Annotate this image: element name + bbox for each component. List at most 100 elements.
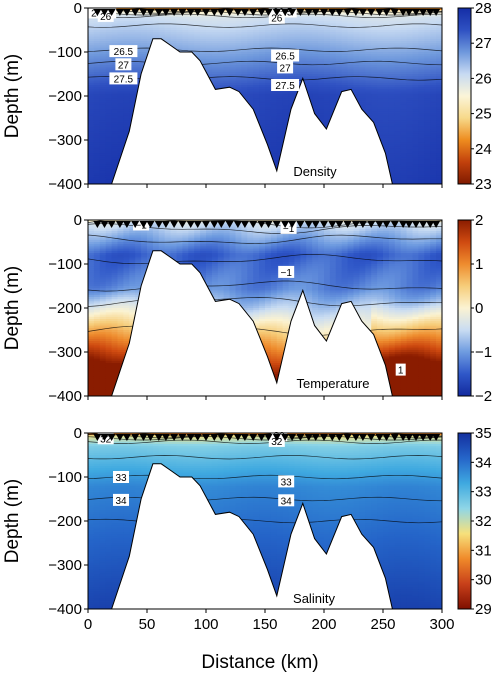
heatmap-cell [194,30,201,33]
heatmap-cell [388,49,396,53]
heatmap-cell [412,122,419,126]
heatmap-cell [105,65,113,68]
heatmap-cell [359,41,366,44]
heatmap-cell [436,153,442,156]
heatmap-cell [388,34,396,38]
heatmap-cell [88,67,95,71]
heatmap-cell [105,41,113,44]
heatmap-cell [418,109,425,112]
heatmap-cell [430,60,437,64]
heatmap-cell [105,100,113,104]
heatmap-cell [359,19,366,22]
heatmap-cell [111,58,119,62]
heatmap-cell [430,36,437,40]
heatmap-cell [324,52,331,55]
station-triangle [186,9,195,16]
heatmap-cell [341,69,349,73]
heatmap-cell [388,153,396,156]
heatmap-cell [394,10,402,13]
heatmap-cell [412,157,419,161]
heatmap-cell [318,52,325,55]
heatmap-cell [93,120,101,123]
heatmap-cell [430,67,437,71]
contour-line [88,47,442,52]
heatmap-cell [129,23,136,27]
heatmap-cell [188,36,195,40]
heatmap-cell [418,111,425,115]
heatmap-cell [424,58,431,62]
heatmap-cell [353,32,360,35]
heatmap-cell [253,96,260,99]
heatmap-cell [388,177,396,181]
heatmap-cell [276,102,284,106]
heatmap-cell [306,87,313,90]
heatmap-cell [329,67,337,71]
heatmap-cell [424,155,431,159]
heatmap-cell [241,67,248,71]
heatmap-cell [347,38,355,42]
heatmap-cell [312,98,319,101]
heatmap-cell [418,162,425,165]
heatmap-cell [129,41,136,44]
heatmap-cell [88,288,95,291]
heatmap-cell [388,58,396,62]
heatmap-cell [111,100,119,104]
heatmap-cell [88,380,95,384]
heatmap-cell [253,104,260,108]
heatmap-cell [436,177,442,181]
heatmap-cell [170,32,178,35]
heatmap-cell [436,142,442,145]
heatmap-cell [318,45,325,49]
heatmap-cell [377,41,384,44]
heatmap-cell [111,19,119,22]
heatmap-cell [418,56,425,60]
heatmap-cell [377,30,384,33]
heatmap-cell [430,27,437,31]
heatmap-cell [347,10,355,13]
heatmap-cell [93,164,101,167]
heatmap-cell [93,47,101,51]
heatmap-cell [99,164,107,167]
heatmap-cell [312,69,319,73]
heatmap-cell [200,60,207,64]
heatmap-cell [241,54,248,57]
heatmap-cell [430,148,437,152]
heatmap-cell [306,38,313,42]
heatmap-cell [88,126,95,130]
heatmap-cell [147,16,154,20]
heatmap-cell [412,173,419,176]
heatmap-cell [99,89,107,93]
heatmap-cell [388,118,396,121]
heatmap-cell [111,85,119,88]
heatmap-cell [383,113,390,117]
heatmap-cell [170,34,178,38]
heatmap-cell [430,30,437,33]
heatmap-cell [111,115,119,119]
heatmap-cell [217,27,225,31]
heatmap-cell [388,89,396,93]
heatmap-cell [88,63,95,66]
heatmap-cell [235,27,242,31]
heatmap-cell [235,78,242,82]
heatmap-cell [377,109,384,112]
heatmap-cell [141,16,148,20]
heatmap-cell [318,23,325,27]
heatmap-cell [306,91,313,95]
heatmap-cell [383,58,390,62]
heatmap-cell [365,78,372,82]
heatmap-cell [265,58,272,62]
heatmap-cell [88,286,95,289]
heatmap-cell [359,104,366,108]
heatmap-cell [282,118,290,121]
contour-label-text: 27.5 [114,74,134,85]
heatmap-cell [129,102,136,106]
heatmap-cell [270,109,278,112]
heatmap-cell [123,131,130,134]
heatmap-cell [111,148,119,152]
heatmap-cell [93,19,101,22]
heatmap-cell [383,137,390,141]
heatmap-cell [394,131,402,134]
heatmap-cell [365,19,372,22]
heatmap-cell [93,85,101,88]
heatmap-cell [206,36,213,40]
